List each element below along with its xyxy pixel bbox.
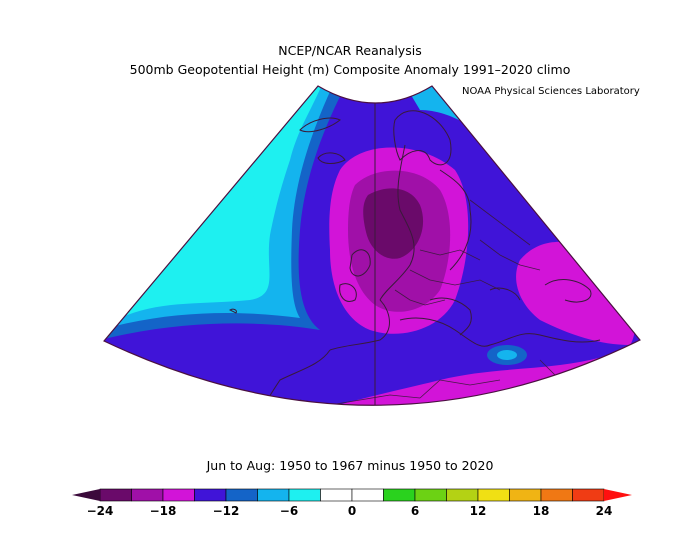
colorbar-bin xyxy=(351,488,384,502)
map-frame xyxy=(103,85,641,406)
colorbar-bin xyxy=(131,488,164,502)
colorbar-bin xyxy=(162,488,195,502)
map-subtitle: 500mb Geopotential Height (m) Composite … xyxy=(129,62,571,77)
colorbar-tick-label: 12 xyxy=(470,504,487,518)
colorbar-tick-label: 24 xyxy=(596,504,613,518)
colorbar-tick-label: −6 xyxy=(280,504,298,518)
colorbar-bins xyxy=(99,488,605,502)
colorbar-bin xyxy=(446,488,479,502)
colorbar-tick-label: −18 xyxy=(150,504,177,518)
colorbar-tick-label: 18 xyxy=(533,504,550,518)
time-period-caption: Jun to Aug: 1950 to 1967 minus 1950 to 2… xyxy=(206,458,494,473)
colorbar-bin xyxy=(509,488,542,502)
colorbar-bin xyxy=(383,488,416,502)
colorbar-max-arrow xyxy=(604,489,632,501)
colorbar-tick-label: −12 xyxy=(213,504,240,518)
colorbar: −24 −18 −12 −6 0 6 12 18 24 xyxy=(72,488,632,518)
colorbar-bin xyxy=(257,488,290,502)
mediterranean-light-cell xyxy=(497,350,517,360)
colorbar-min-arrow xyxy=(72,489,100,501)
colorbar-tick-label: 0 xyxy=(348,504,356,518)
colorbar-bin xyxy=(194,488,227,502)
colorbar-bin xyxy=(225,488,258,502)
coastlines xyxy=(229,110,601,406)
anomaly-map xyxy=(103,85,641,406)
colorbar-bin xyxy=(572,488,605,502)
dark-purple-center xyxy=(363,188,424,259)
colorbar-bin xyxy=(414,488,447,502)
colorbar-bin xyxy=(99,488,132,502)
map-fill-layers xyxy=(104,86,640,406)
colorbar-bin xyxy=(288,488,321,502)
cyan-core xyxy=(129,175,264,300)
colorbar-tick-label: −24 xyxy=(87,504,114,518)
map-title: NCEP/NCAR Reanalysis xyxy=(278,43,422,58)
colorbar-bin xyxy=(540,488,573,502)
colorbar-bin xyxy=(320,488,353,502)
colorbar-bin xyxy=(477,488,510,502)
colorbar-tick-label: 6 xyxy=(411,504,419,518)
colorbar-ticks: −24 −18 −12 −6 0 6 12 18 24 xyxy=(87,504,613,518)
credit-label: NOAA Physical Sciences Laboratory xyxy=(462,86,640,97)
